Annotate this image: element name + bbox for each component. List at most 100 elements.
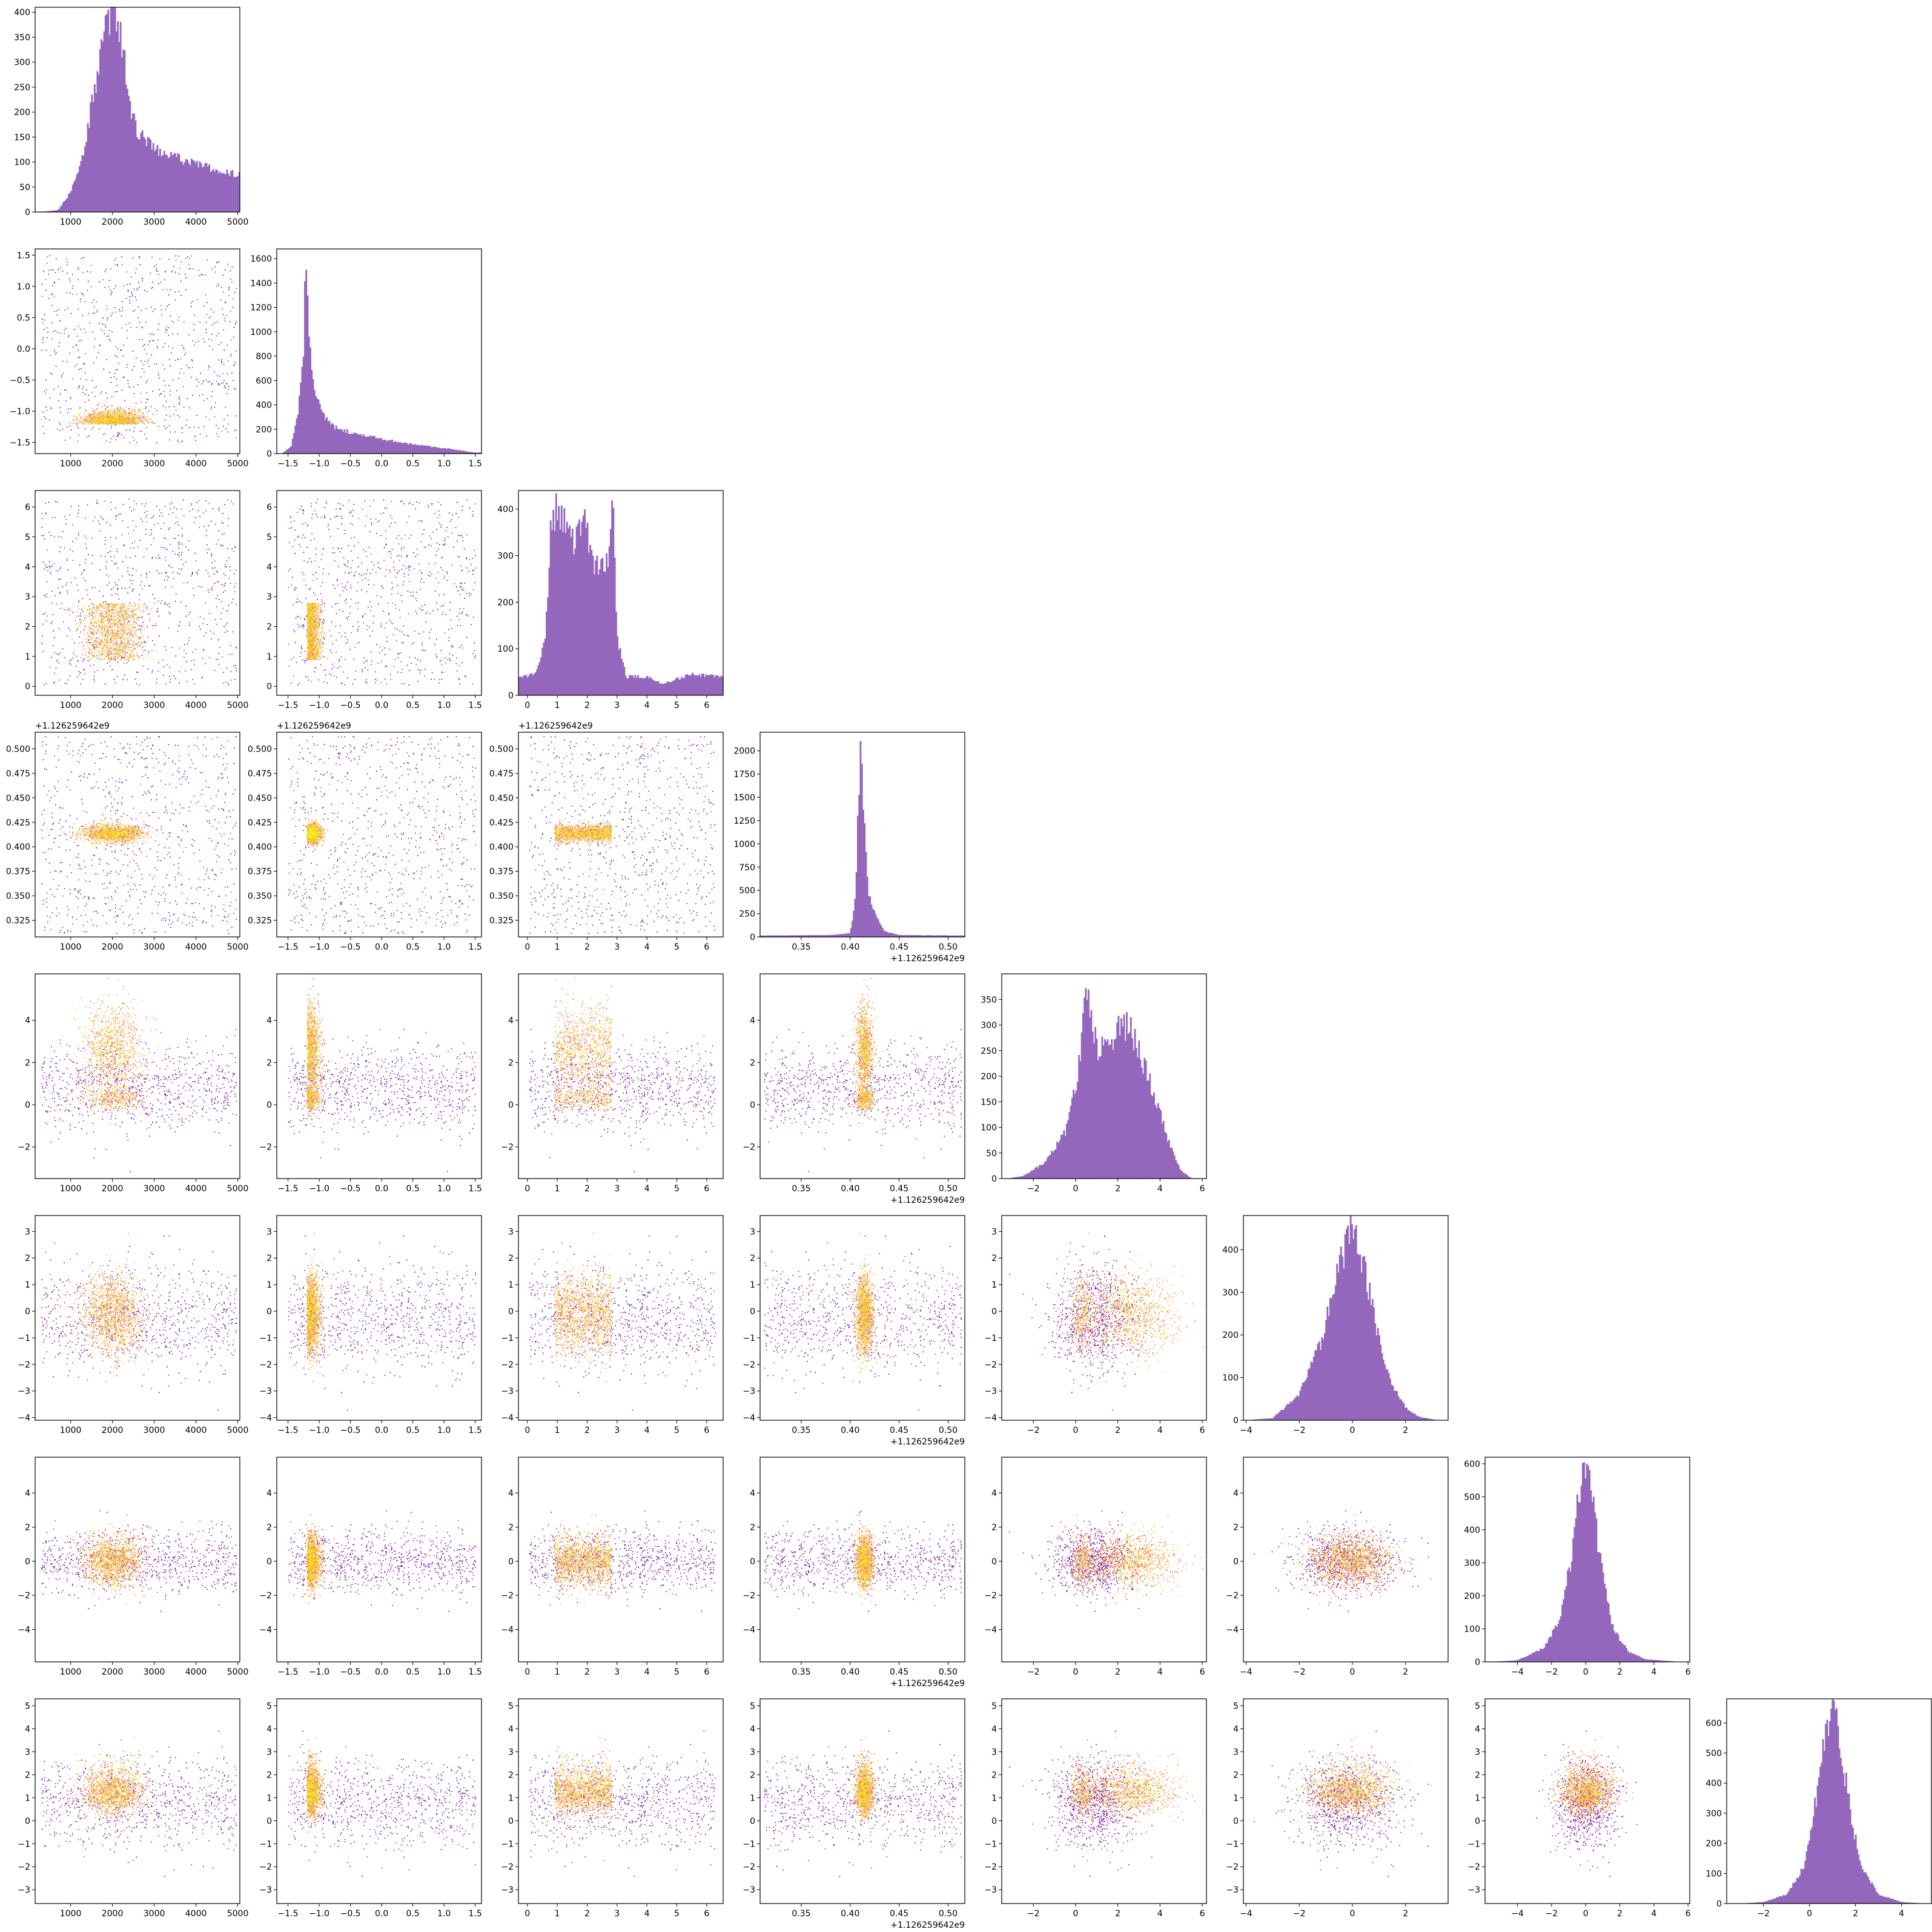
scatter-point — [185, 352, 187, 354]
scatter-point — [205, 274, 206, 276]
scatter-point — [92, 380, 93, 382]
scatter-point — [188, 614, 190, 615]
scatter-point — [236, 647, 237, 649]
scatter-point — [107, 552, 108, 554]
scatter-point — [104, 333, 105, 334]
scatter-point — [77, 336, 78, 337]
scatter-point — [56, 570, 57, 571]
scatter-point — [169, 440, 170, 441]
scatter-point — [153, 625, 154, 626]
scatter-point — [187, 643, 188, 644]
scatter-point — [79, 409, 80, 410]
scatter-point — [82, 418, 84, 420]
scatter-point — [206, 530, 207, 531]
scatter-point — [159, 636, 160, 637]
scatter-point — [70, 398, 71, 399]
scatter-point — [122, 561, 124, 563]
scatter-point — [212, 349, 213, 350]
scatter-point — [177, 359, 179, 360]
scatter-point — [77, 423, 78, 425]
scatter-point — [48, 270, 50, 271]
scatter-point — [82, 598, 83, 600]
scatter-point — [142, 278, 143, 279]
scatter-point — [65, 389, 67, 391]
scatter-point — [79, 422, 80, 423]
scatter-point — [116, 379, 117, 380]
scatter-point — [50, 372, 51, 374]
scatter-point — [187, 582, 188, 583]
scatter-point — [91, 422, 92, 423]
y-tick-label: 800 — [256, 352, 272, 362]
scatter-point — [142, 280, 144, 282]
scatter-point — [159, 259, 160, 260]
scatter-point — [185, 289, 187, 291]
scatter-point — [203, 649, 204, 650]
scatter-point — [78, 513, 79, 514]
scatter-point — [88, 642, 90, 643]
scatter-point — [122, 410, 123, 411]
scatter-point — [210, 316, 211, 317]
scatter-point — [130, 327, 131, 328]
scatter-point — [58, 386, 59, 388]
scatter-point — [219, 360, 220, 361]
scatter-point — [119, 433, 121, 434]
scatter-point — [204, 342, 205, 343]
scatter-point — [110, 415, 111, 416]
scatter-point — [84, 670, 85, 671]
scatter-point — [223, 419, 225, 420]
scatter-point — [44, 613, 45, 614]
scatter-point — [150, 273, 151, 274]
scatter-point — [151, 418, 152, 420]
scatter-point — [165, 332, 167, 333]
scatter-point — [142, 503, 143, 505]
scatter-point — [94, 396, 96, 397]
scatter-point — [156, 442, 157, 443]
scatter-point — [188, 264, 190, 265]
scatter-point — [109, 412, 110, 413]
scatter-point — [168, 577, 170, 578]
scatter-point — [46, 597, 47, 598]
scatter-point — [60, 412, 61, 413]
scatter-point — [214, 407, 216, 408]
scatter-point — [51, 535, 52, 536]
scatter-point — [109, 339, 110, 340]
scatter-point — [91, 418, 93, 420]
scatter-point — [167, 306, 168, 307]
y-tick-label: 250 — [14, 83, 30, 93]
scatter-point — [105, 287, 106, 288]
scatter-point — [166, 572, 167, 574]
scatter-point — [102, 414, 104, 415]
scatter-point — [63, 373, 64, 374]
scatter-point — [81, 574, 82, 575]
scatter-point — [86, 548, 87, 549]
scatter-point — [215, 403, 216, 404]
scatter-point — [234, 574, 235, 575]
scatter-point — [120, 410, 121, 411]
scatter-point — [105, 325, 106, 326]
scatter-point — [128, 289, 129, 291]
scatter-point — [117, 348, 119, 349]
scatter-point — [148, 344, 149, 345]
scatter-point — [134, 416, 135, 417]
scatter-point — [160, 393, 162, 394]
scatter-point — [234, 326, 235, 328]
scatter-point — [151, 558, 153, 559]
scatter-point — [194, 345, 195, 346]
scatter-point — [235, 323, 236, 325]
scatter-point — [236, 288, 237, 289]
scatter-point — [117, 414, 118, 415]
scatter-point — [69, 422, 70, 423]
y-tick-label: 200 — [14, 108, 30, 117]
scatter-point — [207, 260, 208, 261]
scatter-point — [70, 408, 71, 409]
scatter-point — [69, 514, 70, 515]
scatter-point — [214, 322, 216, 323]
scatter-point — [236, 415, 237, 417]
scatter-point — [119, 415, 121, 417]
scatter-point — [108, 413, 109, 414]
scatter-point — [231, 653, 233, 655]
scatter-point — [82, 661, 84, 662]
scatter-point — [88, 423, 89, 425]
scatter-point — [62, 361, 64, 362]
scatter-point — [175, 678, 176, 680]
